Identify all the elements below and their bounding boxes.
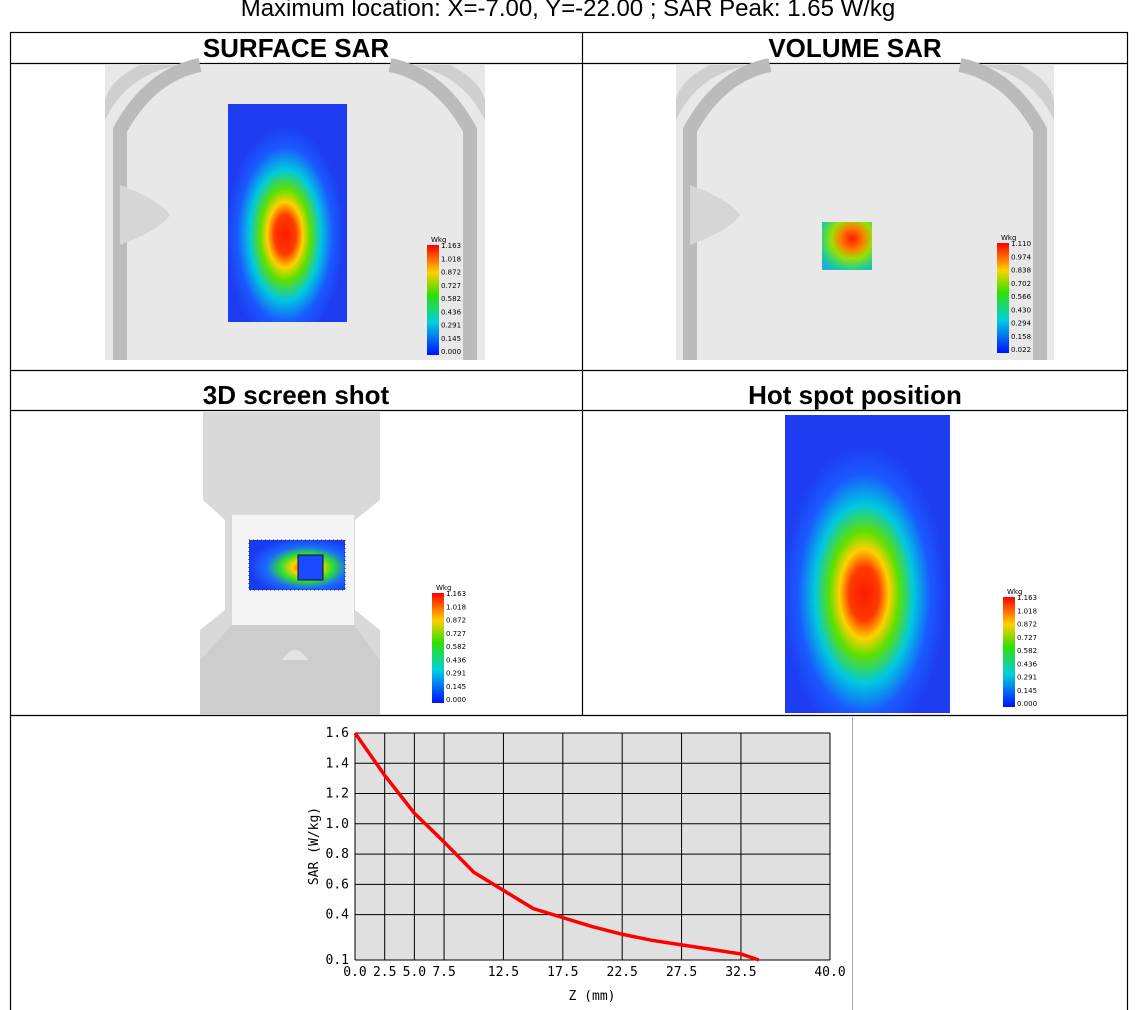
colorbar-label: 0.872 — [1017, 621, 1037, 629]
colorbar-label: 0.727 — [441, 282, 461, 290]
y-axis-label: SAR (W/kg) — [307, 807, 322, 885]
colorbar-label: 0.582 — [446, 643, 466, 651]
y-tick-label: 1.2 — [326, 787, 349, 802]
colorbar-label: 0.436 — [446, 656, 467, 664]
x-tick-label: 32.5 — [725, 965, 756, 980]
colorbar — [1003, 597, 1015, 707]
colorbar-label: 0.022 — [1011, 346, 1031, 354]
colorbar — [997, 243, 1009, 353]
surface-image — [105, 58, 485, 360]
colorbar-label: 0.291 — [441, 322, 461, 330]
colorbar-label: 1.110 — [1011, 240, 1031, 248]
panel-title: 3D screen shot — [203, 380, 390, 410]
colorbar-label: 1.163 — [446, 590, 466, 598]
colorbar-label: 0.158 — [1011, 333, 1031, 341]
x-tick-label: 22.5 — [607, 965, 638, 980]
page-title: Maximum location: X=-7.00, Y=-22.00 ; SA… — [241, 0, 896, 22]
panel-title: Hot spot position — [748, 380, 962, 410]
colorbar — [432, 593, 444, 703]
colorbar-label: 0.872 — [446, 617, 466, 625]
x-tick-label: 2.5 — [373, 965, 396, 980]
colorbar-label: 0.702 — [1011, 280, 1031, 288]
colorbar-label: 0.291 — [1017, 674, 1037, 682]
colorbar-label: 0.838 — [1011, 267, 1031, 275]
colorbar-label: 0.436 — [441, 308, 462, 316]
plot-area — [355, 733, 830, 960]
colorbar-label: 0.582 — [441, 295, 461, 303]
colorbar-label: 0.974 — [1011, 253, 1032, 261]
colorbar-label: 0.430 — [1011, 306, 1031, 314]
y-tick-label: 1.6 — [326, 726, 349, 741]
data-line — [353, 731, 760, 962]
colorbar-unit: Wkg — [1001, 234, 1016, 242]
colorbar-label: 1.163 — [1017, 594, 1037, 602]
colorbar-label: 0.727 — [1017, 634, 1037, 642]
y-tick-label: 0.1 — [326, 953, 349, 968]
y-tick-label: 0.8 — [326, 847, 349, 862]
y-tick-label: 1.0 — [326, 817, 349, 832]
colorbar-label: 0.000 — [1017, 700, 1037, 708]
x-tick-label: 5.0 — [403, 965, 426, 980]
x-tick-label: 27.5 — [666, 965, 697, 980]
colorbar-label: 0.145 — [446, 683, 466, 691]
colorbar-label: 0.566 — [1011, 293, 1032, 301]
x-tick-label: 17.5 — [547, 965, 578, 980]
x-tick-label: 7.5 — [432, 965, 455, 980]
x-tick-label: 40.0 — [814, 965, 845, 980]
volume-image — [676, 58, 1054, 360]
colorbar-label: 1.018 — [446, 603, 466, 611]
colorbar-label: 0.000 — [446, 696, 466, 704]
colorbar-label: 0.145 — [441, 335, 461, 343]
colorbar-label: 0.291 — [446, 670, 466, 678]
colorbar-label: 0.436 — [1017, 660, 1038, 668]
panel-title: VOLUME SAR — [768, 33, 942, 63]
colorbar-label: 1.018 — [1017, 607, 1037, 615]
y-tick-label: 1.4 — [326, 756, 350, 771]
x-tick-label: 0.0 — [343, 965, 366, 980]
colorbar-unit: Wkg — [431, 236, 446, 244]
colorbar — [427, 245, 439, 355]
colorbar-label: 1.018 — [441, 255, 461, 263]
colorbar-unit: Wkg — [436, 584, 451, 592]
colorbar-label: 0.872 — [441, 269, 461, 277]
panel-title: SURFACE SAR — [203, 33, 390, 63]
y-tick-label: 0.4 — [326, 908, 350, 923]
colorbar-unit: Wkg — [1007, 588, 1022, 596]
colorbar-label: 1.163 — [441, 242, 461, 250]
colorbar-label: 0.000 — [441, 348, 461, 356]
x-axis-label: Z (mm) — [569, 989, 616, 1004]
colorbar-label: 0.145 — [1017, 687, 1037, 695]
x-tick-label: 12.5 — [488, 965, 519, 980]
y-tick-label: 0.6 — [326, 877, 349, 892]
colorbar-label: 0.294 — [1011, 320, 1032, 328]
colorbar-label: 0.727 — [446, 630, 466, 638]
colorbar-label: 0.582 — [1017, 647, 1037, 655]
hotspot-image — [785, 415, 950, 713]
screenshot-image — [200, 412, 380, 715]
